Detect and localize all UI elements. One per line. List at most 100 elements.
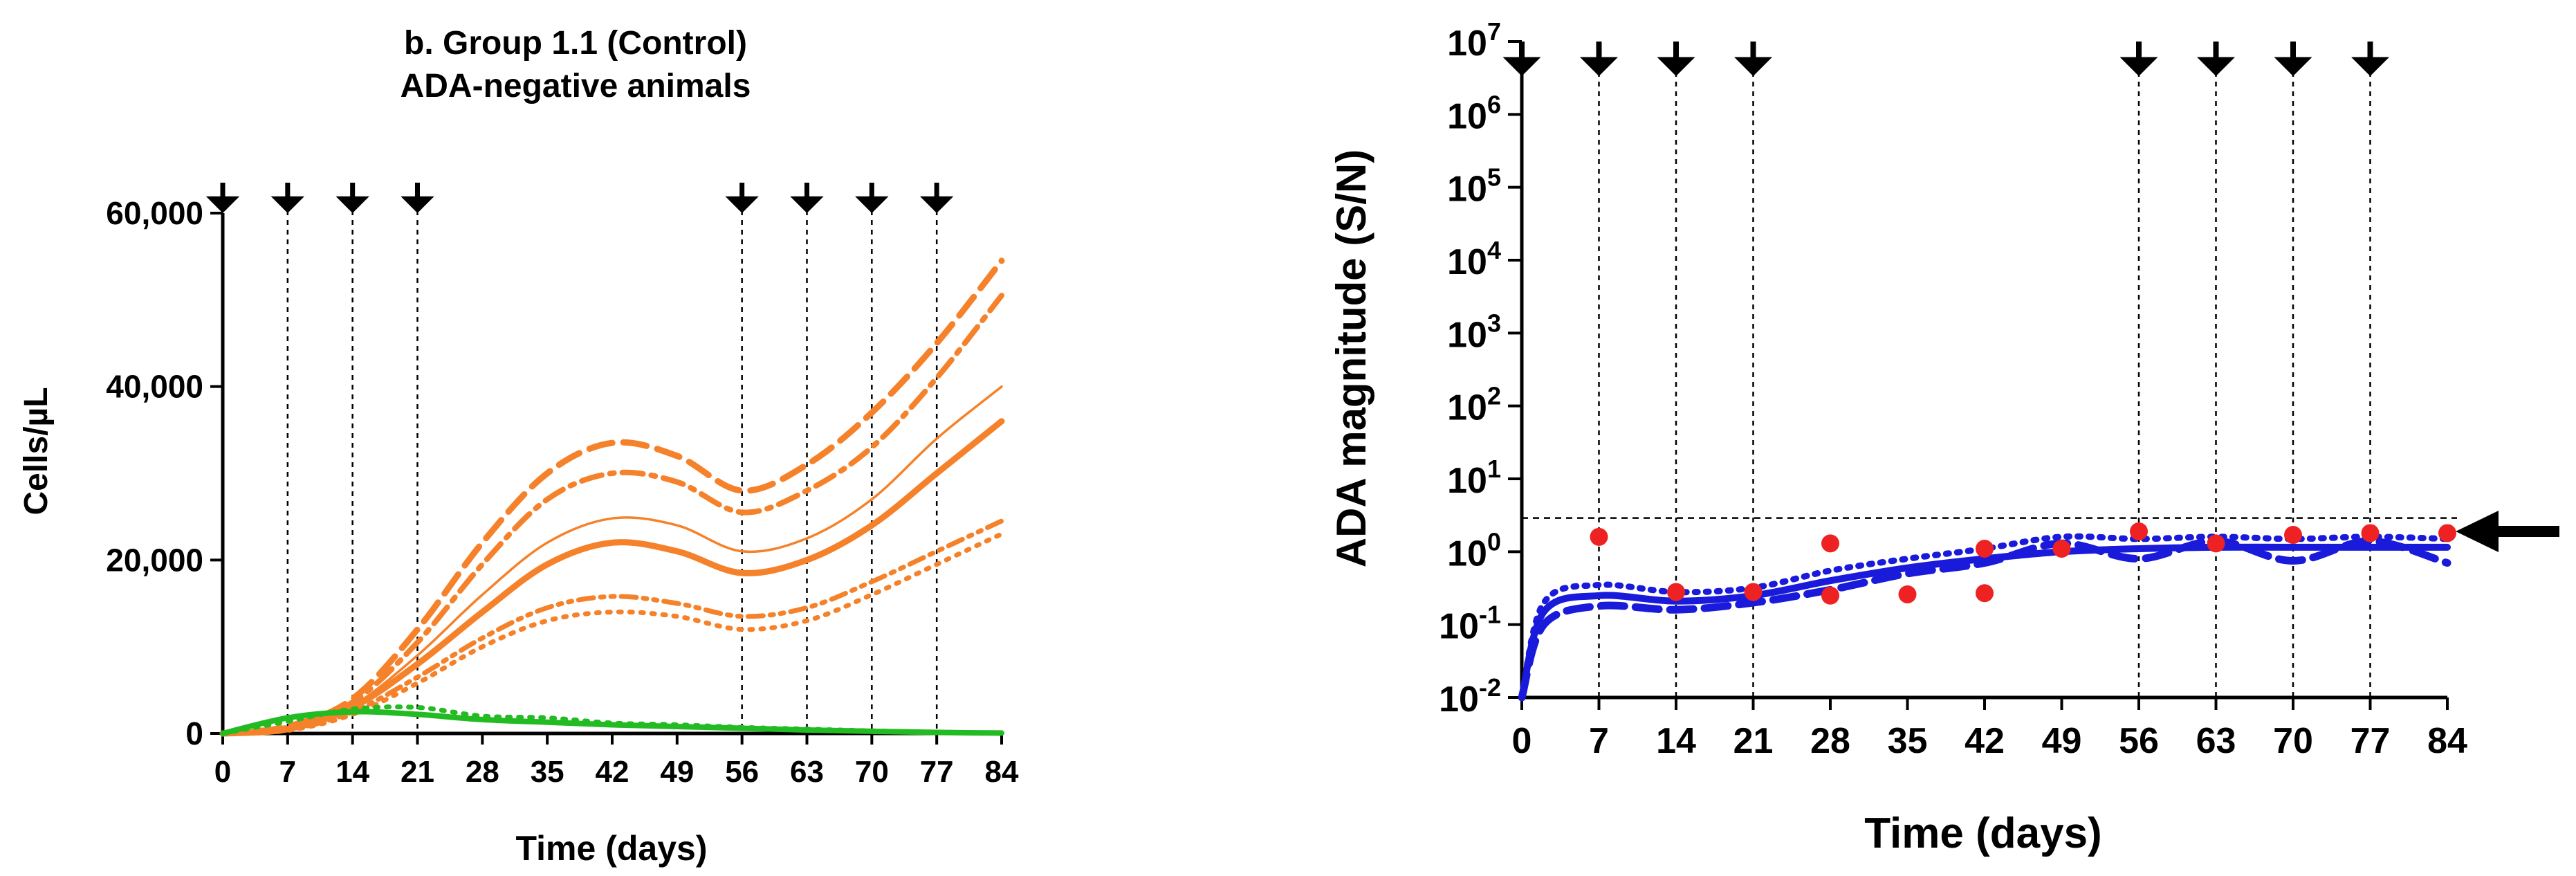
- y-tick-exponent: 4: [1487, 236, 1501, 264]
- x-tick-label: 14: [1656, 721, 1696, 761]
- y-tick-exponent: -1: [1479, 601, 1501, 629]
- x-tick-label: 56: [2119, 721, 2159, 761]
- y-tick-label: 102: [1447, 382, 1501, 428]
- y-tick-exponent: 2: [1487, 382, 1501, 410]
- chart-left: b. Group 1.1 (Control) ADA-negative anim…: [18, 25, 1019, 868]
- x-tick-label: 28: [1810, 721, 1850, 761]
- chart-left-title: b. Group 1.1 (Control): [404, 25, 747, 62]
- chart-right-y-axis-label: ADA magnitude (S/N): [1328, 149, 1374, 567]
- series-line-3: [220, 293, 1004, 736]
- dose-arrow-icon: [1657, 57, 1695, 76]
- y-tick-exponent: 1: [1487, 455, 1501, 483]
- y-tick-label: 10-1: [1439, 601, 1501, 647]
- x-tick-label: 7: [1589, 721, 1609, 761]
- y-tick-label: 106: [1447, 90, 1501, 136]
- y-tick-label: 40,000: [106, 369, 203, 405]
- y-tick-exponent: -2: [1479, 673, 1501, 702]
- dose-arrow-icon: [1734, 57, 1772, 76]
- series-line-1: [1518, 537, 2451, 702]
- y-tick-label: 101: [1447, 455, 1501, 501]
- x-tick-label: 56: [725, 755, 759, 789]
- x-tick-label: 49: [2042, 721, 2082, 761]
- series-line-2: [1518, 533, 2451, 701]
- dose-arrow-icon: [790, 196, 824, 213]
- data-point: [1590, 527, 1608, 546]
- x-tick-label: 35: [1888, 721, 1928, 761]
- x-tick-label: 84: [985, 755, 1019, 789]
- chart-left-y-axis-label: Cells/µL: [18, 387, 55, 515]
- dose-arrow-icon: [205, 196, 240, 213]
- y-tick-label: 103: [1447, 309, 1501, 355]
- chart-right-plot-area: 0 7 14 21 28 35 42 49 56 63 70 77 8410-210-110010110…: [1439, 17, 2559, 761]
- y-tick-base: 10: [1447, 388, 1487, 428]
- y-tick-exponent: 0: [1487, 527, 1501, 556]
- series-line-4: [220, 518, 1004, 736]
- data-point: [2438, 524, 2456, 542]
- y-tick-base: 10: [1447, 170, 1487, 210]
- y-tick-label: 60,000: [106, 195, 203, 231]
- chart-left-x-axis-label: Time (days): [516, 829, 708, 868]
- y-tick-label: 100: [1447, 527, 1501, 574]
- series-line-0: [219, 418, 1005, 737]
- x-tick-label: 63: [2196, 721, 2236, 761]
- dose-arrow-icon: [919, 196, 954, 213]
- x-tick-label: 14: [335, 755, 369, 789]
- y-tick-base: 10: [1447, 533, 1487, 574]
- y-tick-label: 107: [1447, 17, 1501, 64]
- chart-right-x-axis-label: Time (days): [1864, 810, 2101, 857]
- y-tick-base: 10: [1447, 315, 1487, 355]
- x-tick-label: 63: [790, 755, 824, 789]
- series-line-7: [220, 704, 1004, 736]
- y-tick-exponent: 6: [1487, 90, 1501, 118]
- dose-arrow-icon: [270, 196, 305, 213]
- y-tick-base: 10: [1439, 679, 1479, 720]
- dose-arrow-icon: [1580, 57, 1618, 76]
- chart-left-plot-area: 0 7 14 21 28 35 42 49 56 63 70 77 84 0 20,000 40,000 60,…: [106, 183, 1019, 789]
- chart-right: ADA magnitude (S/N) Time (days) 0 7 14 21 28…: [1328, 17, 2559, 857]
- dose-arrow-icon: [855, 196, 889, 213]
- y-tick-base: 10: [1447, 242, 1487, 282]
- x-tick-label: 77: [920, 755, 954, 789]
- y-tick-label: 20,000: [106, 542, 203, 578]
- data-point: [1821, 534, 1839, 553]
- x-tick-label: 28: [466, 755, 499, 789]
- series-line-2: [219, 257, 1005, 737]
- data-point: [1898, 585, 1917, 603]
- series-line-0: [1518, 543, 2451, 701]
- data-point: [2284, 526, 2302, 545]
- y-tick-base: 10: [1447, 96, 1487, 136]
- series-line-5: [220, 531, 1004, 736]
- y-tick-base: 10: [1447, 24, 1487, 64]
- y-tick-base: 10: [1447, 461, 1487, 501]
- y-tick-label: 105: [1447, 163, 1501, 210]
- x-tick-label: 70: [2273, 721, 2313, 761]
- data-point: [2361, 524, 2380, 542]
- x-tick-label: 77: [2350, 721, 2391, 761]
- x-tick-label: 7: [279, 755, 296, 789]
- chart-left-subtitle: ADA-negative animals: [401, 68, 751, 104]
- data-point: [2207, 534, 2225, 553]
- threshold-arrow-icon: [2456, 511, 2499, 552]
- x-tick-label: 21: [1733, 721, 1774, 761]
- series-line-1: [221, 385, 1003, 735]
- x-tick-label: 0: [214, 755, 231, 789]
- y-tick-label: 10-2: [1439, 673, 1501, 720]
- dose-arrow-icon: [2197, 57, 2235, 76]
- x-tick-label: 70: [855, 755, 889, 789]
- x-tick-label: 35: [531, 755, 564, 789]
- y-tick-base: 10: [1439, 607, 1479, 647]
- x-tick-label: 49: [660, 755, 694, 789]
- data-point: [1976, 584, 1994, 603]
- dose-arrow-icon: [335, 196, 369, 213]
- y-tick-label: 0: [185, 715, 203, 751]
- x-tick-label: 21: [401, 755, 434, 789]
- dose-arrow-icon: [2274, 57, 2312, 76]
- data-point: [1821, 586, 1839, 605]
- x-tick-label: 42: [1965, 721, 2005, 761]
- data-point: [1667, 583, 1685, 601]
- data-point: [2052, 539, 2071, 558]
- x-tick-label: 84: [2427, 721, 2467, 761]
- y-tick-label: 104: [1447, 236, 1501, 282]
- y-tick-exponent: 7: [1487, 17, 1501, 46]
- data-point: [2130, 522, 2148, 540]
